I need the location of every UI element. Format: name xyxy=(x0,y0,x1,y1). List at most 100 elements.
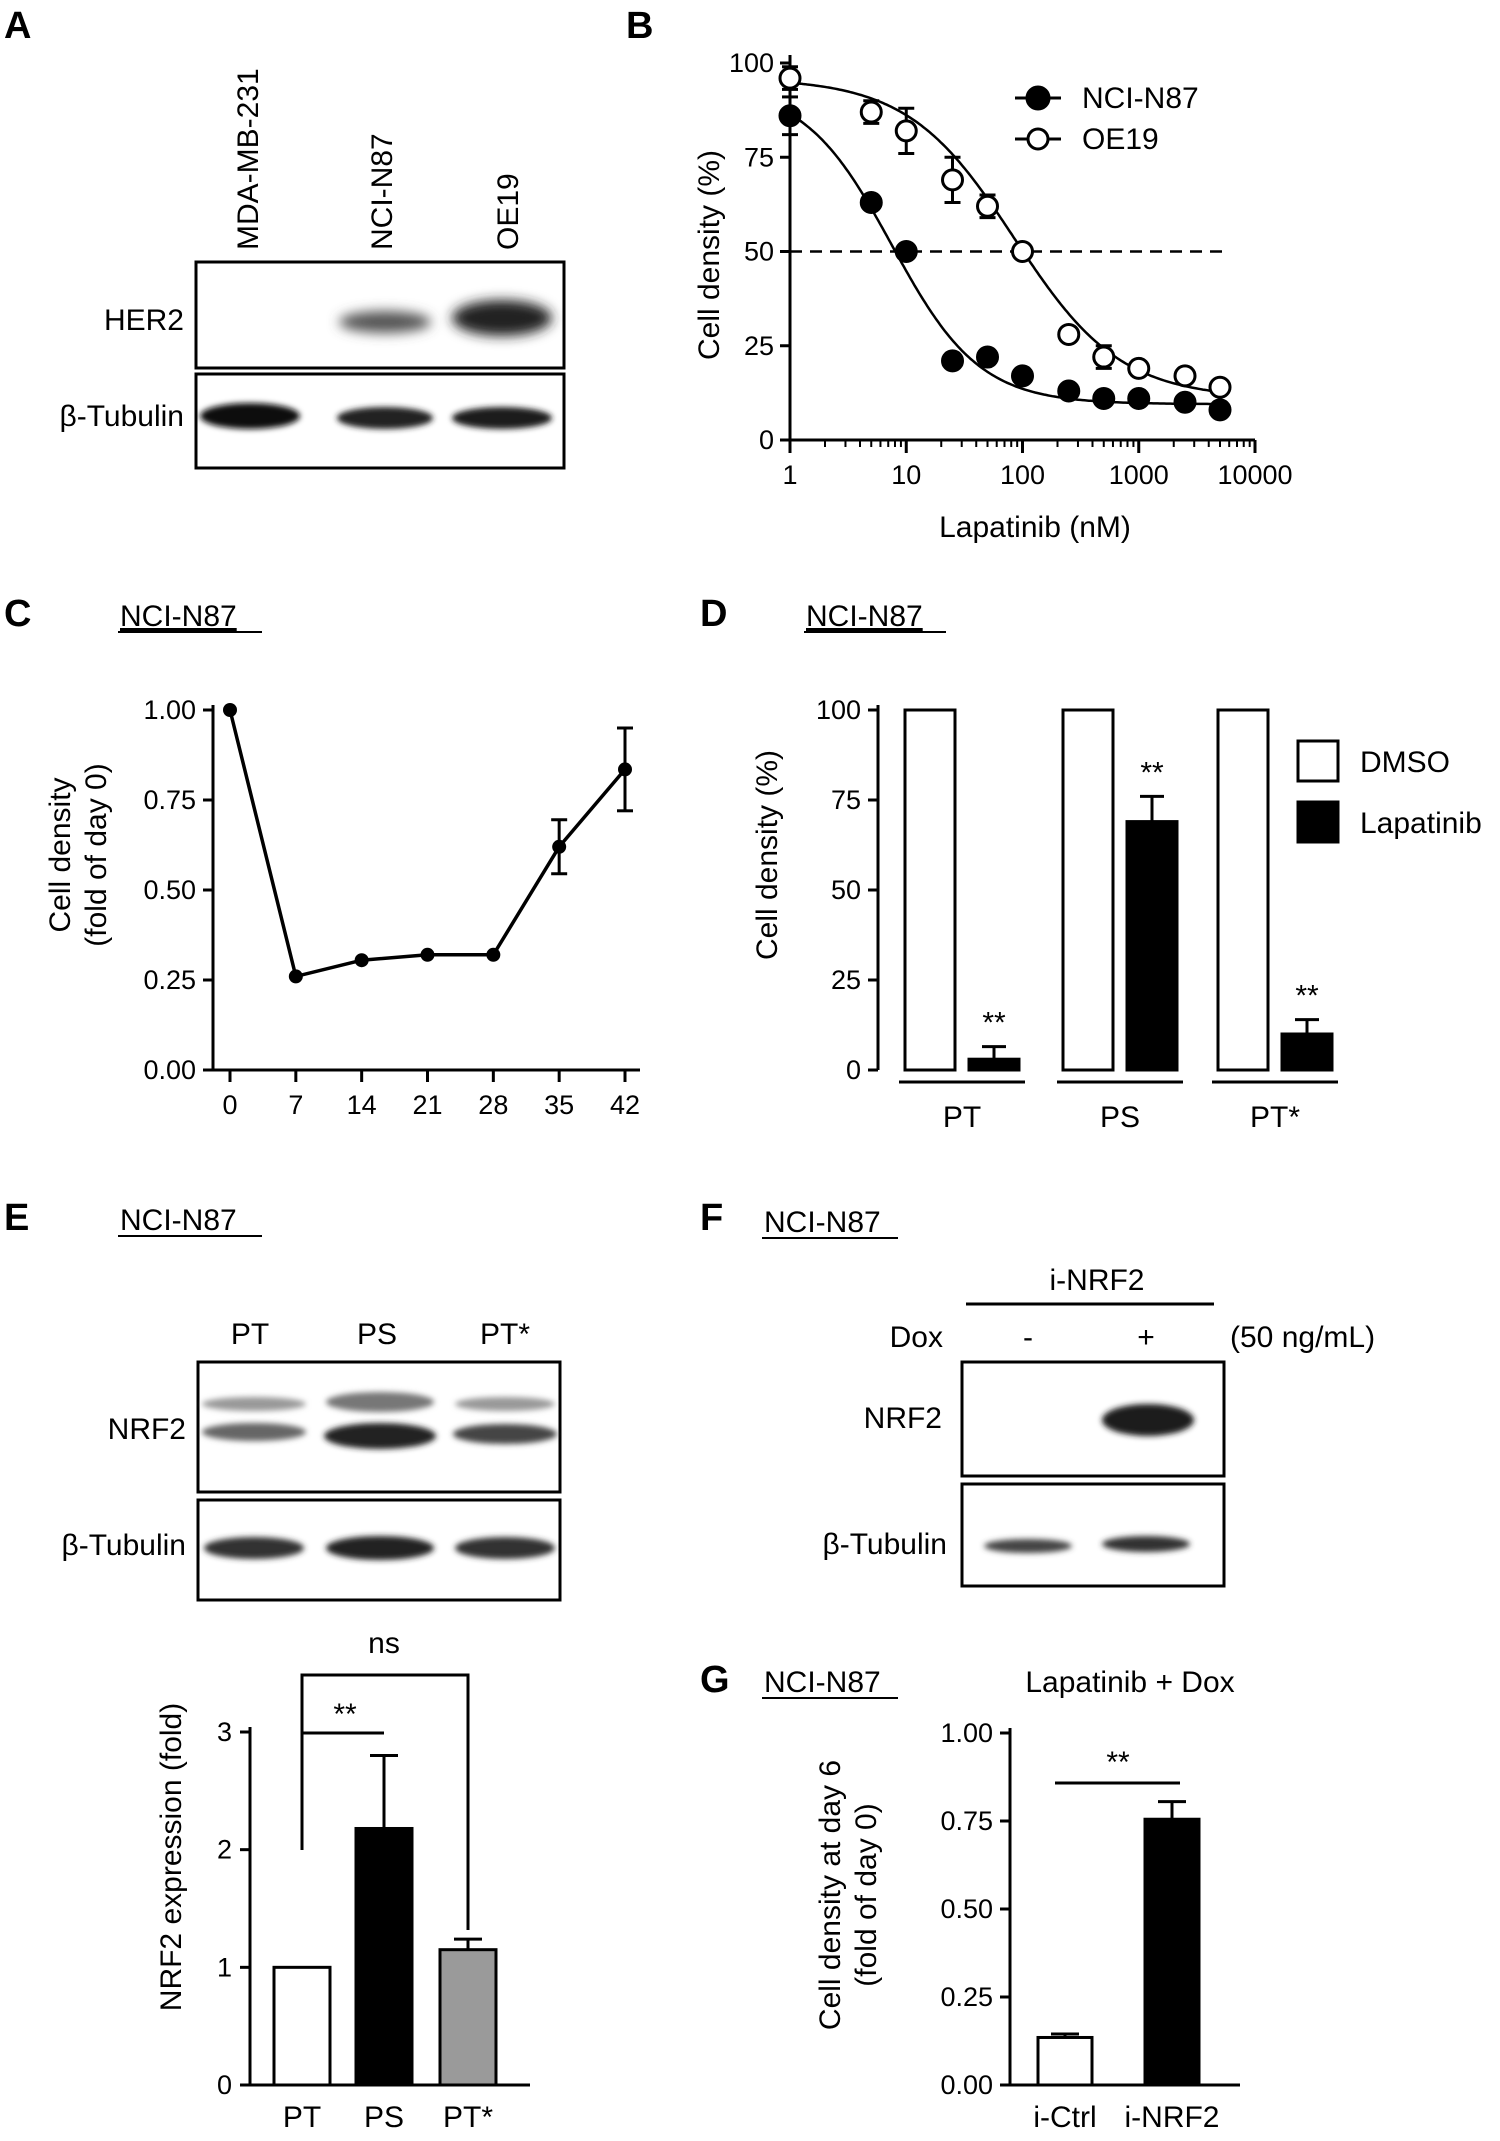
panel-g-ytick-label: 0.00 xyxy=(940,2070,993,2100)
legend-label-oe19: OE19 xyxy=(1082,123,1159,156)
panel-d-ylabel: Cell density (%) xyxy=(751,750,784,960)
tubulin-bands-a xyxy=(200,403,552,429)
panel-a: A MDA-MB-231 NCI-N87 OE19 HER2 β-Tubulin xyxy=(4,5,566,470)
tubulin-bands-e xyxy=(204,1536,555,1560)
panel-e-letter: E xyxy=(4,1197,29,1239)
panel-d-ytick-label: 25 xyxy=(831,965,861,995)
panel-b-point xyxy=(894,240,918,263)
panel-c-series-line xyxy=(228,709,627,979)
panel-e: E NCI-N87 PT PS PT* NRF2 β-Tubulin NRF2 … xyxy=(4,1197,562,2134)
panel-g-significance: ** xyxy=(1106,1746,1130,1779)
panel-g: G NCI-N87 Lapatinib + Dox Cell density a… xyxy=(700,1659,1240,2134)
legend-label-nci-n87: NCI-N87 xyxy=(1082,82,1199,115)
panel-e-title: NCI-N87 xyxy=(120,1204,237,1237)
nrf2-bands-e xyxy=(202,1392,557,1449)
panel-g-plot: 0.00 0.25 0.50 0.75 1.00 i-Ctrl i-NRF2 ** xyxy=(940,1718,1240,2134)
panel-d-category-label: PT* xyxy=(1250,1101,1300,1134)
panel-e-sig-pt-ps: ** xyxy=(333,1698,357,1731)
panel-f-group-label: i-NRF2 xyxy=(1050,1264,1145,1297)
panel-b-point xyxy=(1208,375,1232,399)
panel-b-ytick-label: 75 xyxy=(744,142,774,172)
panel-b-point xyxy=(778,66,802,90)
panel-d-ytick-label: 0 xyxy=(846,1055,861,1085)
panel-f-letter: F xyxy=(700,1197,723,1239)
legend-label-lapatinib: Lapatinib xyxy=(1360,807,1482,840)
panel-b-point xyxy=(1011,364,1034,388)
panel-d-category-label: PT xyxy=(943,1101,981,1134)
panel-c-point xyxy=(420,947,435,962)
panel-b-fit-curve-0 xyxy=(789,113,1220,406)
panel-c-xtick-label: 7 xyxy=(288,1090,303,1120)
panel-b-point xyxy=(976,194,1000,218)
panel-f-title: NCI-N87 xyxy=(764,1206,881,1239)
panel-b-point xyxy=(1057,379,1081,403)
panel-c-point xyxy=(288,969,303,984)
panel-e-plot: 0 1 2 3 PT PS PT* ** ns xyxy=(217,1627,530,2134)
panel-a-letter: A xyxy=(4,5,31,47)
lane-label-nci-n87: NCI-N87 xyxy=(366,133,399,250)
panel-b-plot: 0 25 50 75 100 1 10 100 1000 10000 xyxy=(729,48,1293,490)
panel-c-xtick-label: 42 xyxy=(610,1090,640,1120)
panel-e-category-label: PT xyxy=(283,2101,321,2134)
panel-g-category-label: i-Ctrl xyxy=(1033,2101,1096,2134)
panel-b-point xyxy=(894,119,918,143)
panel-b-xtick-label: 10000 xyxy=(1217,460,1292,490)
panel-d: D NCI-N87 Cell density (%) 0255075100PT*… xyxy=(700,593,1482,1134)
blot-e-lane-pt: PT xyxy=(231,1318,269,1351)
panel-f-dox-minus: - xyxy=(1023,1321,1033,1354)
panel-d-ytick-label: 75 xyxy=(831,785,861,815)
panel-b-xtick-label: 1 xyxy=(782,460,797,490)
panel-d-category-label: PS xyxy=(1100,1101,1140,1134)
panel-c-letter: C xyxy=(4,593,31,635)
panel-f-dox-label: Dox xyxy=(890,1321,943,1354)
panel-d-plot: 0 25 50 75 100 PT ** PS ** PT* ** xyxy=(816,695,1338,1134)
panel-b-point xyxy=(941,168,965,192)
panel-c-ytick-label: 0.00 xyxy=(143,1055,196,1085)
blot-e-lane-ptstar: PT* xyxy=(480,1318,530,1351)
panel-d-bar-dmso xyxy=(1216,708,1270,1072)
panel-c-point xyxy=(618,762,632,777)
panel-b-point xyxy=(1173,364,1197,388)
panel-b-point xyxy=(778,104,802,128)
blot-f-row-nrf2: NRF2 xyxy=(864,1402,942,1435)
panel-d-significance: ** xyxy=(982,1007,1006,1040)
panel-c-ylabel-line2: (fold of day 0) xyxy=(80,763,113,946)
panel-d-ytick-label: 100 xyxy=(816,695,861,725)
panel-e-ytick-label: 2 xyxy=(217,1835,232,1865)
panel-g-title: NCI-N87 xyxy=(764,1666,881,1699)
panel-b-xtick-label: 100 xyxy=(1000,460,1045,490)
panel-b-point xyxy=(859,190,883,214)
panel-g-bar xyxy=(1143,1817,1201,2087)
panel-b-point xyxy=(1173,390,1197,414)
her2-bands xyxy=(339,300,552,336)
panel-c-ytick-label: 0.75 xyxy=(143,785,196,815)
panel-e-bracket-pt-ptstar xyxy=(300,1673,470,1930)
panel-b-point xyxy=(1011,240,1034,263)
panel-e-category-label: PT* xyxy=(443,2101,493,2134)
panel-d-bar-dmso xyxy=(903,708,957,1072)
panel-b-point xyxy=(1208,398,1232,422)
panel-e-ylabel: NRF2 expression (fold) xyxy=(155,1703,188,2011)
panel-g-ytick-label: 0.50 xyxy=(940,1894,993,1924)
blot-e-lane-ps: PS xyxy=(357,1318,397,1351)
lane-label-mda-mb-231: MDA-MB-231 xyxy=(232,68,265,250)
panel-b-xtick-label: 10 xyxy=(891,460,921,490)
panel-d-bar-dmso xyxy=(1061,708,1115,1072)
panel-b-xlabel: Lapatinib (nM) xyxy=(939,511,1131,544)
panel-d-significance: ** xyxy=(1295,980,1319,1013)
panel-f-dox-plus: + xyxy=(1137,1321,1155,1354)
blot-row-label-her2: HER2 xyxy=(104,304,184,337)
panel-d-bar-lapatinib xyxy=(1280,1032,1334,1072)
panel-c-xtick-label: 21 xyxy=(412,1090,442,1120)
panel-e-sig-pt-ptstar: ns xyxy=(368,1627,400,1660)
blot-frame-f-tubulin xyxy=(960,1482,1226,1588)
legend-swatch-lapatinib xyxy=(1296,800,1340,844)
panel-c: C NCI-N87 Cell density (fold of day 0) 0… xyxy=(4,593,640,1120)
panel-c-ytick-label: 1.00 xyxy=(143,695,196,725)
blot-e-row-nrf2: NRF2 xyxy=(108,1413,186,1446)
panel-g-subtitle: Lapatinib + Dox xyxy=(1025,1666,1234,1699)
panel-g-letter: G xyxy=(700,1659,730,1701)
panel-b-ytick-label: 25 xyxy=(744,331,774,361)
panel-b: B Cell density (%) Lapatinib (nM) 0 25 50 7… xyxy=(626,5,1293,544)
